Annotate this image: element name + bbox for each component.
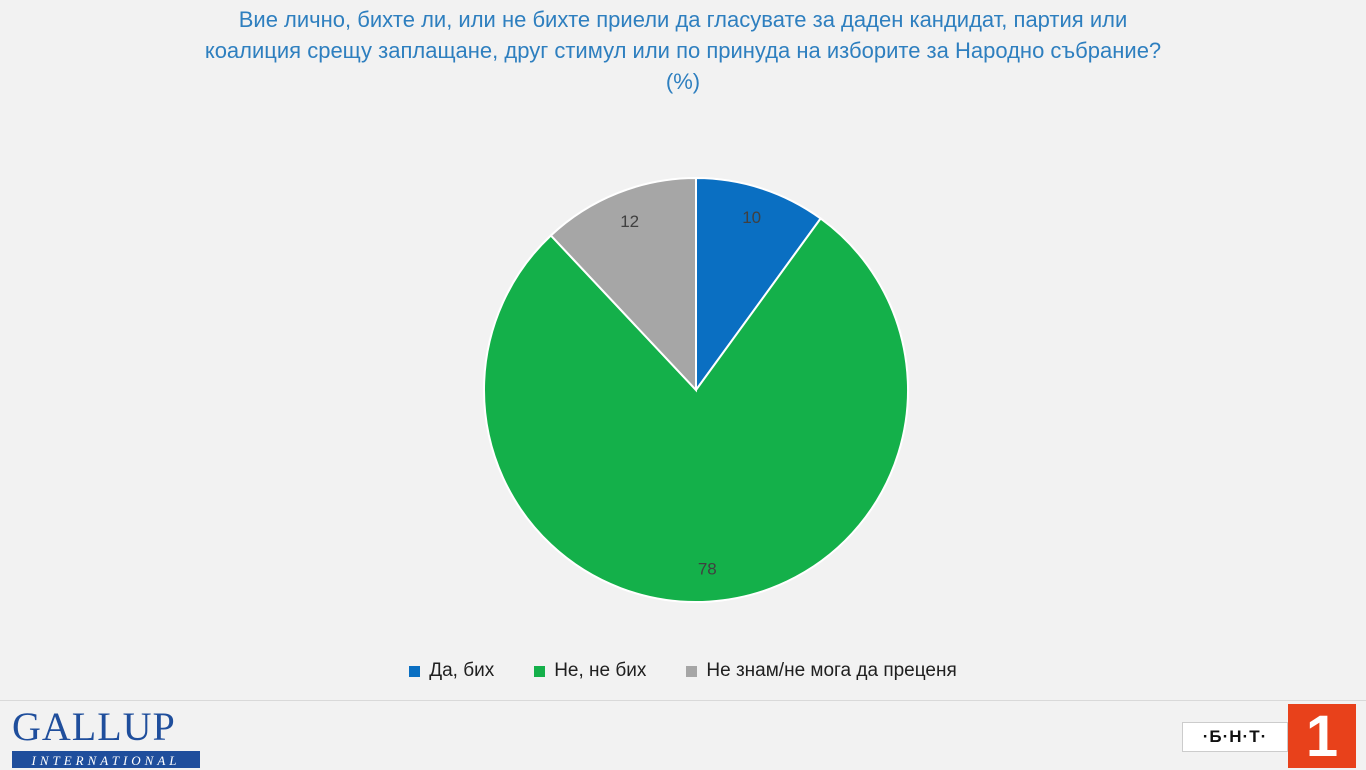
chart-title-unit: (%) (665, 69, 701, 94)
gallup-logo-sub: INTERNATIONAL (12, 751, 200, 768)
legend-swatch-yes (409, 665, 421, 677)
chart-title: Вие лично, бихте ли, или не бихте приели… (60, 4, 1306, 97)
legend-swatch-dont-know (686, 665, 698, 677)
pie-chart: 10 78 12 (483, 176, 909, 603)
pie-slice-yes (695, 176, 823, 394)
legend-item-yes: Да, бих (409, 660, 494, 682)
legend-label-no: Не, не бих (554, 660, 647, 681)
legend-swatch-no (534, 665, 546, 677)
pie-slice-dont-know (549, 176, 697, 393)
bnt-logo-channel: 1 (1288, 704, 1356, 769)
legend: Да, бих Не, не бих Не знам/не мога да пр… (0, 660, 1366, 682)
legend-label-yes: Да, бих (429, 660, 495, 681)
pie-slice-no (483, 217, 909, 603)
footer-divider (0, 700, 1366, 701)
pie-label-yes: 10 (742, 208, 761, 227)
gallup-logo: GALLUP INTERNATIONAL (12, 706, 204, 768)
chart-title-line-2: коалиция срещу заплащане, друг стимул ил… (204, 38, 1162, 63)
pie-label-dont-know: 12 (620, 212, 639, 231)
pie-label-no: 78 (698, 559, 717, 578)
legend-label-dont-know: Не знам/не мога да преценя (706, 660, 957, 681)
bnt1-logo: ·Б·Н·Т· 1 (1182, 704, 1366, 769)
gallup-logo-name: GALLUP (12, 706, 176, 749)
legend-item-no: Не, не бих (534, 660, 646, 682)
chart-title-line-1: Вие лично, бихте ли, или не бихте приели… (238, 7, 1128, 32)
legend-item-dont-know: Не знам/не мога да преценя (686, 660, 957, 682)
bnt-logo-text: ·Б·Н·Т· (1182, 722, 1288, 752)
